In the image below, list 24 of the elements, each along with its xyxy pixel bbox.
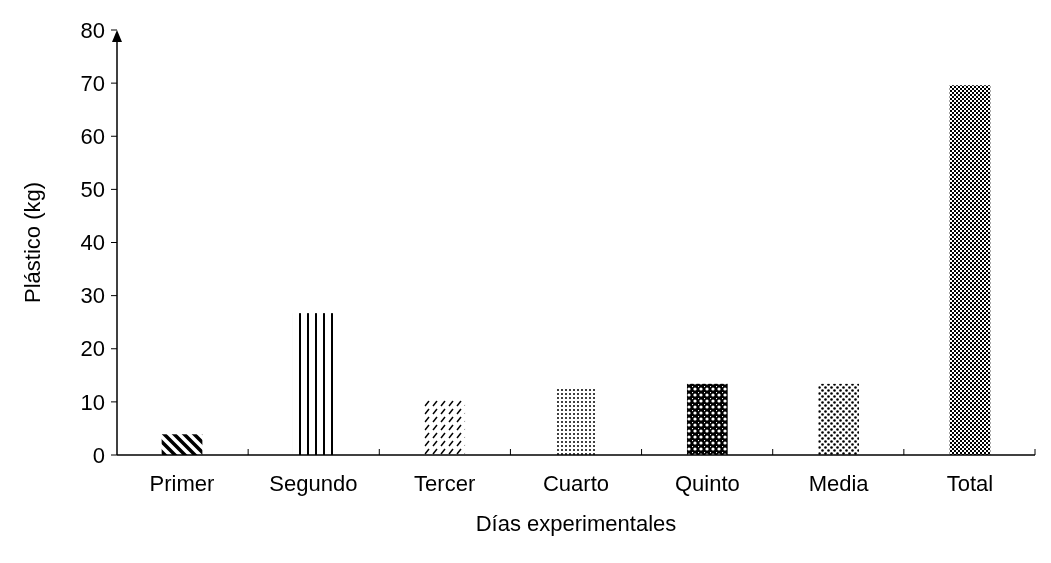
bar	[555, 388, 597, 455]
y-tick-label: 10	[80, 389, 105, 415]
bar	[949, 85, 991, 455]
bar	[161, 434, 203, 455]
bar	[686, 383, 728, 455]
y-tick-label: 0	[92, 442, 105, 468]
y-tick-label: 70	[80, 70, 105, 96]
y-tick-label: 80	[80, 17, 105, 43]
y-tick-label: 50	[80, 177, 105, 203]
x-tick-label: Tercer	[414, 471, 476, 496]
x-tick-label: Primer	[149, 471, 215, 496]
x-tick-label: Media	[808, 471, 870, 496]
x-tick-label: Quinto	[674, 471, 740, 496]
y-tick-label: 20	[80, 336, 105, 362]
x-axis-title: Días experimentales	[475, 511, 677, 536]
y-tick-label: 60	[80, 123, 105, 149]
x-tick-label: Cuarto	[542, 471, 610, 496]
y-tick-label: 30	[80, 283, 105, 309]
y-tick-label: 40	[80, 230, 105, 256]
x-tick-label: Segundo	[269, 471, 358, 496]
bar	[818, 383, 860, 455]
y-axis-title: Plástico (kg)	[20, 181, 45, 304]
x-tick-label: Total	[946, 471, 994, 496]
bar	[424, 400, 466, 455]
